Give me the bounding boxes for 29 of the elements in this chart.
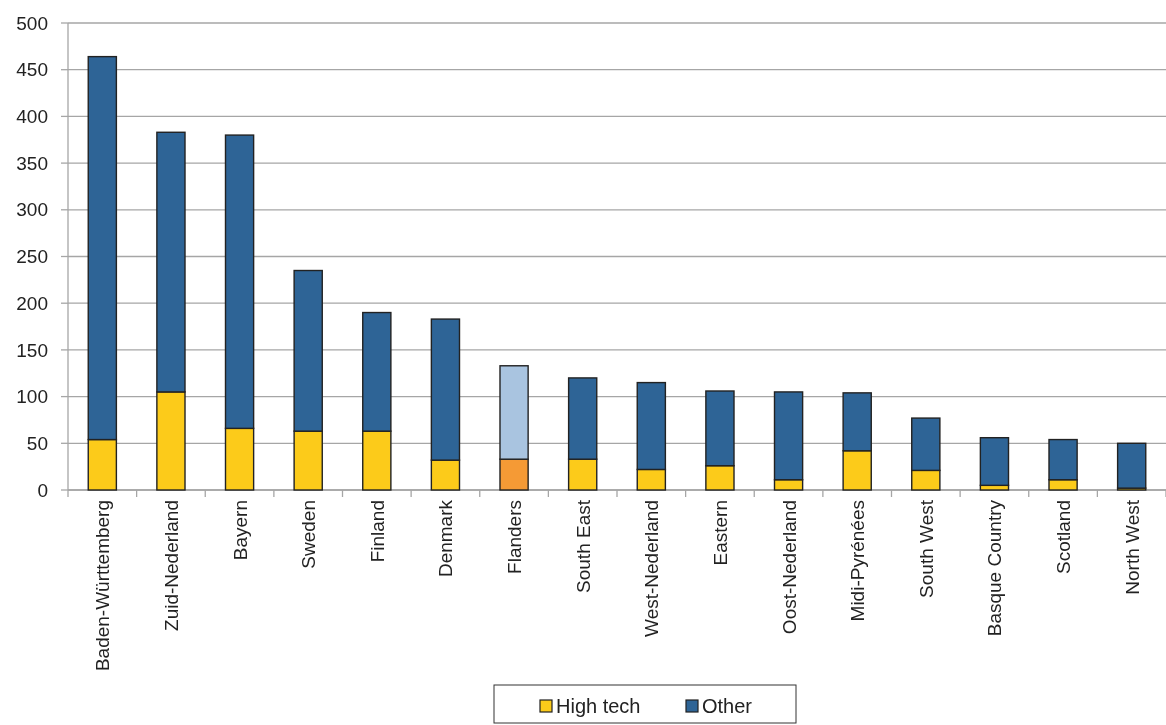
x-tick-label: Scotland (1053, 500, 1075, 574)
x-tick-label: South West (915, 499, 937, 598)
x-tick-label: Baden-Württemberg (92, 500, 114, 672)
x-tick-label: Basque Country (984, 499, 1006, 637)
y-tick-label: 250 (16, 246, 48, 268)
y-tick-label: 350 (16, 152, 48, 174)
x-tick-label: Bayern (229, 500, 251, 561)
y-tick-label: 400 (16, 106, 48, 128)
y-tick-label: 50 (26, 432, 48, 454)
x-tick-label: North West (1121, 499, 1143, 595)
y-tick-label: 200 (16, 292, 48, 314)
x-tick-label: Sweden (298, 500, 320, 569)
y-tick-label: 150 (16, 339, 48, 361)
y-tick-label: 300 (16, 199, 48, 221)
x-tick-label: Zuid-Nederland (160, 500, 182, 631)
x-tick-label: Midi-Pyrénées (847, 500, 869, 622)
x-tick-label: Eastern (709, 500, 731, 566)
x-tick-label: Oost-Nederland (778, 500, 800, 635)
x-tick-label: Denmark (435, 499, 457, 578)
x-tick-label: West-Nederland (641, 500, 663, 637)
legend-label: High tech (556, 695, 641, 717)
legend-label: Other (702, 695, 753, 717)
x-tick-label: Finland (366, 500, 388, 563)
x-tick-label: South East (572, 499, 594, 593)
y-tick-label: 500 (16, 12, 48, 34)
x-tick-label: Flanders (504, 500, 526, 574)
y-tick-label: 450 (16, 59, 48, 81)
y-tick-label: 100 (16, 386, 48, 408)
y-tick-label: 0 (37, 479, 48, 501)
